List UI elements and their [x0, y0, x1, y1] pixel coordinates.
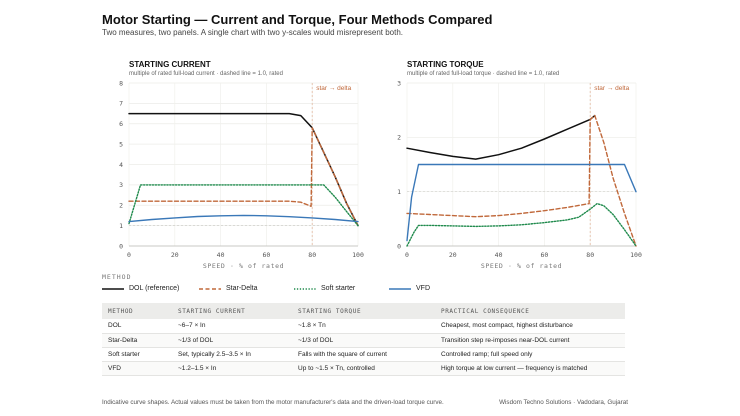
- legend-swatch-dol: [102, 287, 124, 290]
- legend: DOL (reference) Star-Delta Soft starter …: [102, 285, 622, 297]
- table-header-row: METHOD STARTING CURRENT STARTING TORQUE …: [102, 303, 625, 319]
- table-row: DOL ~6–7 × In ~1.8 × Tn Cheapest, most c…: [102, 319, 625, 334]
- torque-series-vfd: [406, 163, 637, 242]
- table-cell: Soft starter: [102, 347, 172, 362]
- torque-series-dol-reference: [406, 114, 596, 160]
- legend-item-dol: DOL (reference): [102, 285, 179, 292]
- torque-y-tick-label: 2: [397, 134, 401, 142]
- table-cell: Star-Delta: [102, 333, 172, 348]
- current-y-tick-label: 1: [119, 222, 123, 230]
- starting-torque-chart: STARTING TORQUE multiple of rated full-lo…: [397, 60, 642, 270]
- legend-item-soft-starter: Soft starter: [294, 285, 355, 292]
- legend-label-dol: DOL (reference): [129, 285, 180, 292]
- table-cell: VFD: [102, 361, 172, 376]
- legend-label-vfd: VFD: [416, 285, 430, 292]
- legend-swatch-vfd: [389, 287, 411, 290]
- legend-swatch-soft-starter: [294, 287, 316, 290]
- legend-item-vfd: VFD: [389, 285, 430, 292]
- current-y-tick-label: 7: [119, 100, 123, 108]
- torque-x-tick-label: 60: [540, 251, 548, 259]
- table-row: Soft starter Set, typically 2.5–3.5 × In…: [102, 347, 625, 362]
- current-x-tick-label: 60: [262, 251, 270, 259]
- current-y-tick-label: 2: [119, 202, 123, 210]
- table-cell: ~1.2–1.5 × In: [172, 361, 292, 376]
- table-header: STARTING TORQUE: [292, 303, 435, 319]
- legend-item-star-delta: Star-Delta: [199, 285, 258, 292]
- table-cell: Set, typically 2.5–3.5 × In: [172, 347, 292, 362]
- current-transition-label: star → delta: [316, 85, 351, 92]
- table-cell: ~1/3 of DOL: [172, 333, 292, 348]
- table-cell: Transition step re-imposes near-DOL curr…: [435, 333, 625, 348]
- torque-x-tick-label: 0: [405, 251, 409, 259]
- current-x-axis-label: SPEED · % of rated: [203, 262, 284, 270]
- current-y-tick-label: 3: [119, 181, 123, 189]
- footer-note: Indicative curve shapes. Actual values m…: [102, 399, 444, 406]
- current-series-soft-starter: [128, 184, 359, 227]
- torque-y-tick-label: 1: [397, 188, 401, 196]
- current-y-tick-label: 4: [119, 161, 123, 169]
- current-x-tick-label: 0: [127, 251, 131, 259]
- current-series-vfd: [128, 214, 359, 223]
- current-series-star-delta: [128, 127, 359, 227]
- torque-y-tick-label: 3: [397, 79, 401, 87]
- table-header: PRACTICAL CONSEQUENCE: [435, 303, 625, 319]
- table-cell: ~1/3 of DOL: [292, 333, 435, 348]
- current-x-tick-label: 80: [308, 251, 316, 259]
- torque-x-tick-label: 20: [449, 251, 457, 259]
- current-x-tick-label: 100: [352, 251, 364, 259]
- current-panel-title: STARTING CURRENT: [129, 60, 211, 69]
- torque-series-soft-starter: [406, 202, 637, 247]
- table-cell: High torque at low current — frequency i…: [435, 361, 625, 376]
- table-cell: DOL: [102, 319, 172, 334]
- legend-label-soft-starter: Soft starter: [321, 285, 356, 292]
- table-header: METHOD: [102, 303, 172, 319]
- table-header: STARTING CURRENT: [172, 303, 292, 319]
- current-x-tick-label: 40: [217, 251, 225, 259]
- current-y-tick-label: 5: [119, 140, 123, 148]
- current-panel-subtitle: multiple of rated full-load current · da…: [129, 71, 283, 77]
- torque-panel-title: STARTING TORQUE: [407, 60, 484, 69]
- torque-x-tick-label: 100: [630, 251, 642, 259]
- current-x-tick-label: 20: [171, 251, 179, 259]
- table-cell: ~6–7 × In: [172, 319, 292, 334]
- legend-label-star-delta: Star-Delta: [226, 285, 258, 292]
- table-cell: Falls with the square of current: [292, 347, 435, 362]
- table-cell: Up to ~1.5 × Tn, controlled: [292, 361, 435, 376]
- table-cell: ~1.8 × Tn: [292, 319, 435, 334]
- torque-series-star-delta: [406, 114, 637, 247]
- torque-x-tick-label: 80: [586, 251, 594, 259]
- table-cell: Cheapest, most compact, highest disturba…: [435, 319, 625, 334]
- legend-heading: METHOD: [102, 273, 132, 281]
- starting-current-chart: STARTING CURRENT multiple of rated full-l…: [119, 60, 364, 270]
- table-cell: Controlled ramp; full speed only: [435, 347, 625, 362]
- table-row: Star-Delta ~1/3 of DOL ~1/3 of DOL Trans…: [102, 333, 625, 348]
- methods-table: METHOD STARTING CURRENT STARTING TORQUE …: [102, 303, 625, 376]
- legend-swatch-star-delta: [199, 287, 221, 290]
- torque-panel-subtitle: multiple of rated full-load torque · das…: [407, 71, 559, 77]
- torque-x-axis-label: SPEED · % of rated: [481, 262, 562, 270]
- page-subtitle: Two measures, two panels. A single chart…: [102, 28, 404, 37]
- footer-credit: Wisdom Techno Solutions · Vadodara, Guja…: [499, 399, 628, 406]
- torque-y-tick-label: 0: [397, 242, 401, 250]
- page-title: Motor Starting — Current and Torque, Fou…: [102, 12, 493, 27]
- current-y-tick-label: 0: [119, 242, 123, 250]
- torque-x-tick-label: 40: [495, 251, 503, 259]
- table-row: VFD ~1.2–1.5 × In Up to ~1.5 × Tn, contr…: [102, 361, 625, 376]
- torque-transition-label: star → delta: [594, 85, 629, 92]
- current-y-tick-label: 8: [119, 79, 123, 87]
- current-y-tick-label: 6: [119, 120, 123, 128]
- current-series-dol-reference: [128, 112, 359, 227]
